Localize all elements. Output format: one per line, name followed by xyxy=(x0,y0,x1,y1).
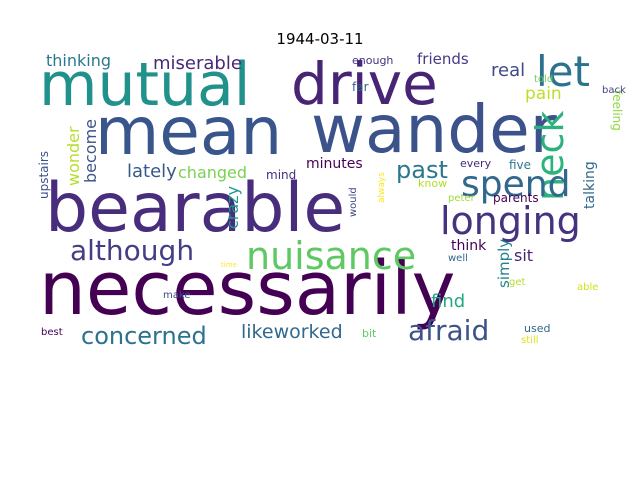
word-nuisance: nuisance xyxy=(246,234,417,278)
word-although: although xyxy=(70,234,195,267)
word-mutual: mutual xyxy=(39,50,251,120)
word-sit: sit xyxy=(514,246,534,265)
chart-title: 1944-03-11 xyxy=(276,30,364,48)
word-necessarily: necessarily xyxy=(39,246,456,332)
word-best: best xyxy=(41,327,63,338)
word-would: would xyxy=(348,187,359,217)
word-cloud: necessarily bearable mean wander mutual … xyxy=(37,50,626,350)
word-changed: changed xyxy=(178,163,248,182)
word-crazy: crazy xyxy=(223,185,242,229)
word-used: used xyxy=(524,322,551,335)
word-lately: lately xyxy=(127,161,177,182)
word-still: still xyxy=(521,335,539,346)
word-well: well xyxy=(448,253,468,264)
word-spend: spend xyxy=(461,164,571,205)
word-wonder: wonder xyxy=(64,126,83,186)
word-past: past xyxy=(396,156,448,184)
word-time: time xyxy=(221,261,237,269)
word-afraid: afraid xyxy=(408,314,490,347)
word-back: back xyxy=(602,85,626,96)
word-make: make xyxy=(163,290,191,301)
word-mind: mind xyxy=(266,168,297,182)
word-drive: drive xyxy=(291,50,438,118)
word-able: able xyxy=(577,282,599,293)
word-get: get xyxy=(509,277,526,288)
word-far: far xyxy=(352,80,369,94)
word-bit: bit xyxy=(362,327,377,340)
word-enough: enough xyxy=(352,54,394,67)
word-every: every xyxy=(460,157,492,170)
word-pain: pain xyxy=(525,84,562,104)
word-parents: parents xyxy=(493,191,539,205)
word-longing: longing xyxy=(440,199,581,243)
word-thinking: thinking xyxy=(46,51,112,70)
word-told: told xyxy=(534,74,554,85)
word-find: find xyxy=(431,291,466,312)
word-become: become xyxy=(81,118,100,183)
word-friends: friends xyxy=(417,50,469,68)
word-mean: mean xyxy=(95,93,283,170)
word-let: let xyxy=(536,47,590,96)
word-five: five xyxy=(509,158,532,172)
word-know: know xyxy=(418,177,448,190)
word-peter: peter xyxy=(448,193,475,204)
word-always: always xyxy=(377,172,387,203)
word-talking: talking xyxy=(582,161,598,209)
word-wander: wander xyxy=(311,91,557,168)
word-real: real xyxy=(491,60,526,81)
word-feeling: feeling xyxy=(610,90,624,131)
word-think: think xyxy=(451,238,487,254)
word-minutes: minutes xyxy=(306,156,363,172)
word-upstairs: upstairs xyxy=(37,150,51,199)
word-likeworked: likeworked xyxy=(241,321,343,343)
word-miserable: miserable xyxy=(153,53,242,74)
word-bearable: bearable xyxy=(45,169,346,248)
word-concerned: concerned xyxy=(81,322,207,350)
